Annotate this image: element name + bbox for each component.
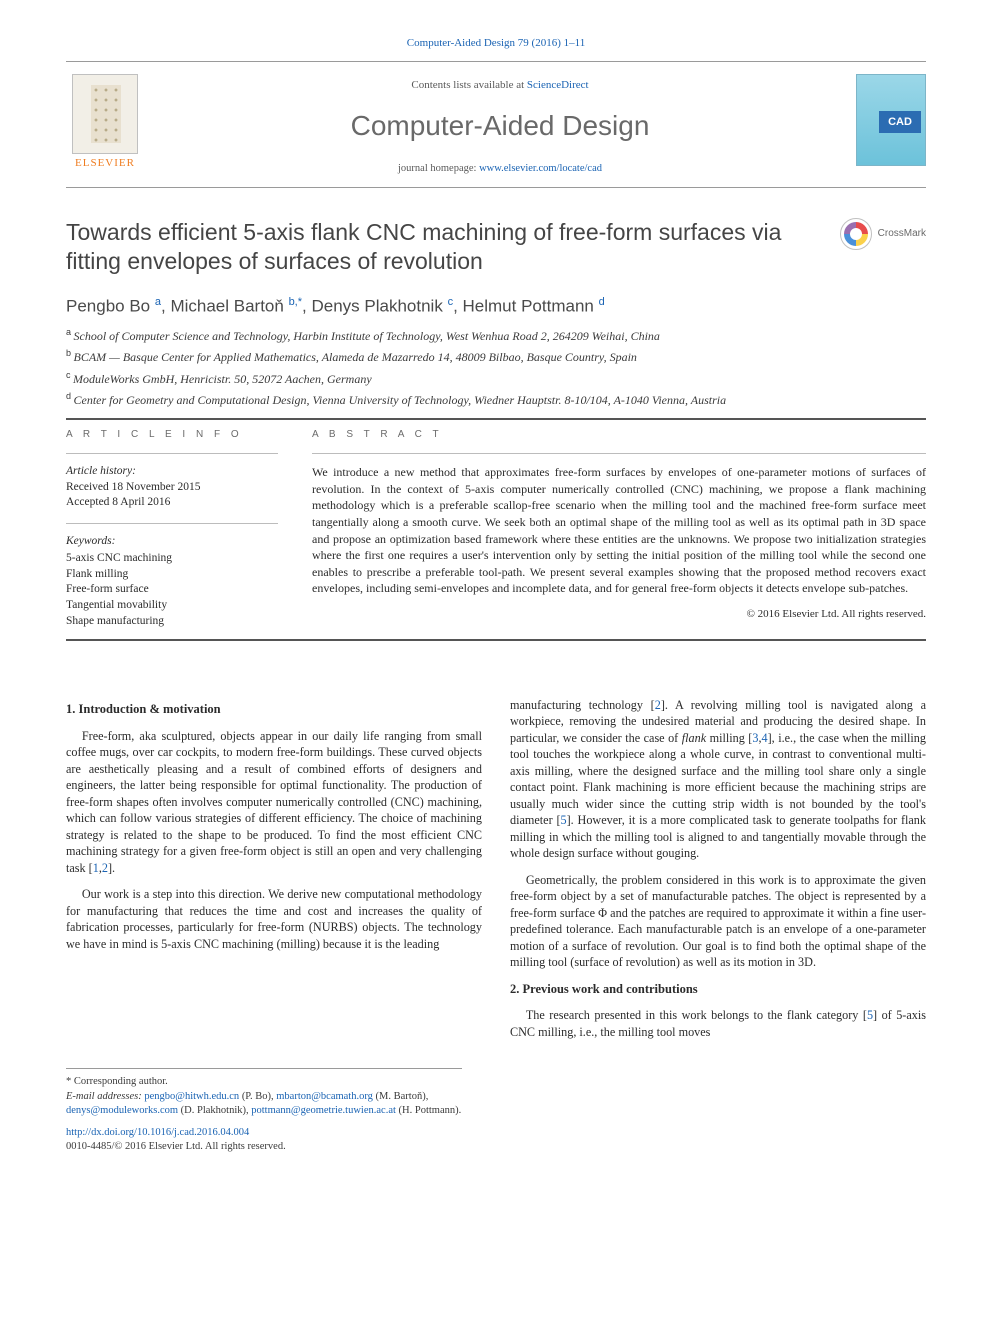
masthead: ELSEVIER Contents lists available at Sci… (66, 68, 926, 181)
contents-lists-line: Contents lists available at ScienceDirec… (160, 78, 840, 93)
email-link[interactable]: pottmann@geometrie.tuwien.ac.at (251, 1105, 396, 1116)
affiliation-line: d Center for Geometry and Computational … (66, 390, 926, 408)
crossmark-badge[interactable]: CrossMark (840, 218, 926, 250)
author-name: Helmut Pottmann (463, 296, 599, 315)
info-sub-rule-2 (66, 523, 278, 524)
email-addresses-line: E-mail addresses: pengbo@hitwh.edu.cn (P… (66, 1090, 462, 1118)
author-affil-mark: a (155, 296, 161, 308)
publisher-wordmark: ELSEVIER (66, 156, 144, 171)
email-label: E-mail addresses: (66, 1091, 142, 1102)
elsevier-tree-icon (72, 74, 138, 154)
abstract-copyright: © 2016 Elsevier Ltd. All rights reserved… (312, 607, 926, 622)
section-1-para-2: Our work is a step into this direction. … (66, 886, 482, 952)
email-link[interactable]: mbarton@bcamath.org (276, 1091, 373, 1102)
s1p3d: ]. However, it is a more complicated tas… (510, 813, 926, 860)
top-rule (66, 61, 926, 62)
author-name: Pengbo Bo (66, 296, 155, 315)
section-1-heading: 1. Introduction & motivation (66, 701, 482, 718)
keyword-item: Shape manufacturing (66, 614, 278, 630)
author-affil-mark: d (599, 296, 605, 308)
history-label: Article history: (66, 464, 278, 480)
keyword-item: 5-axis CNC machining (66, 551, 278, 567)
history-accepted: Accepted 8 April 2016 (66, 495, 278, 511)
contents-prefix: Contents lists available at (411, 79, 526, 91)
author-affil-mark: c (448, 296, 454, 308)
author-affil-mark: b,* (289, 296, 302, 308)
journal-homepage-link[interactable]: www.elsevier.com/locate/cad (479, 163, 602, 174)
article-info-heading: a r t i c l e i n f o (66, 428, 278, 442)
sciencedirect-link[interactable]: ScienceDirect (527, 79, 589, 91)
email-link[interactable]: denys@moduleworks.com (66, 1105, 178, 1116)
s1p3a: manufacturing technology [ (510, 698, 655, 712)
journal-cover-badge: CAD (879, 111, 921, 133)
journal-cover-thumbnail: CAD (856, 74, 926, 166)
affiliation-line: a School of Computer Science and Technol… (66, 326, 926, 344)
keyword-item: Flank milling (66, 567, 278, 583)
article-history: Article history: Received 18 November 20… (66, 464, 278, 511)
corresponding-author-note: * Corresponding author. (66, 1075, 462, 1089)
keywords-label: Keywords: (66, 534, 278, 550)
keyword-item: Tangential movability (66, 598, 278, 614)
masthead-bottom-rule (66, 187, 926, 188)
section-1-para-1: Free-form, aka sculptured, objects appea… (66, 728, 482, 876)
s1p1-tail: ]. (108, 861, 115, 875)
abstract-heading: a b s t r a c t (312, 428, 926, 442)
crossmark-icon (840, 218, 872, 250)
journal-name: Computer-Aided Design (160, 107, 840, 145)
author-name: Michael Bartoň (170, 296, 288, 315)
journal-homepage-line: journal homepage: www.elsevier.com/locat… (160, 162, 840, 176)
section-1-para-4: Geometrically, the problem considered in… (510, 872, 926, 971)
email-link[interactable]: pengbo@hitwh.edu.cn (144, 1091, 239, 1102)
abstract-column: a b s t r a c t We introduce a new metho… (312, 428, 926, 629)
info-bottom-rule (66, 639, 926, 641)
s2p1a: The research presented in this work belo… (526, 1008, 867, 1022)
issn-copyright-line: 0010-4485/© 2016 Elsevier Ltd. All right… (66, 1140, 462, 1154)
info-sub-rule-1 (66, 453, 278, 454)
publisher-logo: ELSEVIER (66, 74, 144, 171)
crossmark-label: CrossMark (878, 227, 926, 241)
footnotes-block: * Corresponding author. E-mail addresses… (66, 1068, 462, 1154)
citation-line: Computer-Aided Design 79 (2016) 1–11 (66, 36, 926, 51)
keyword-item: Free-form surface (66, 582, 278, 598)
abstract-top-rule (312, 453, 926, 454)
body-two-columns: 1. Introduction & motivation Free-form, … (66, 697, 926, 1050)
affiliation-mark: a (66, 327, 74, 337)
affiliations-block: a School of Computer Science and Technol… (66, 326, 926, 408)
affiliation-line: c ModuleWorks GmbH, Henricistr. 50, 5207… (66, 369, 926, 387)
section-2-heading: 2. Previous work and contributions (510, 981, 926, 998)
affiliation-mark: c (66, 370, 73, 380)
affiliation-mark: b (66, 348, 74, 358)
affiliation-mark: d (66, 391, 74, 401)
info-top-rule (66, 418, 926, 420)
keywords-block: Keywords: 5-axis CNC machiningFlank mill… (66, 534, 278, 629)
history-received: Received 18 November 2015 (66, 480, 278, 496)
homepage-prefix: journal homepage: (398, 163, 479, 174)
doi-link[interactable]: http://dx.doi.org/10.1016/j.cad.2016.04.… (66, 1127, 249, 1138)
author-name: Denys Plakhotnik (311, 296, 447, 315)
section-1-para-3: manufacturing technology [2]. A revolvin… (510, 697, 926, 862)
article-info-column: a r t i c l e i n f o Article history: R… (66, 428, 278, 629)
affiliation-line: b BCAM — Basque Center for Applied Mathe… (66, 347, 926, 365)
article-title: Towards efficient 5-axis flank CNC machi… (66, 218, 824, 277)
abstract-text: We introduce a new method that approxima… (312, 464, 926, 596)
authors-line: Pengbo Bo a, Michael Bartoň b,*, Denys P… (66, 295, 926, 319)
s1p1-text: Free-form, aka sculptured, objects appea… (66, 729, 482, 875)
section-2-para-1: The research presented in this work belo… (510, 1007, 926, 1040)
